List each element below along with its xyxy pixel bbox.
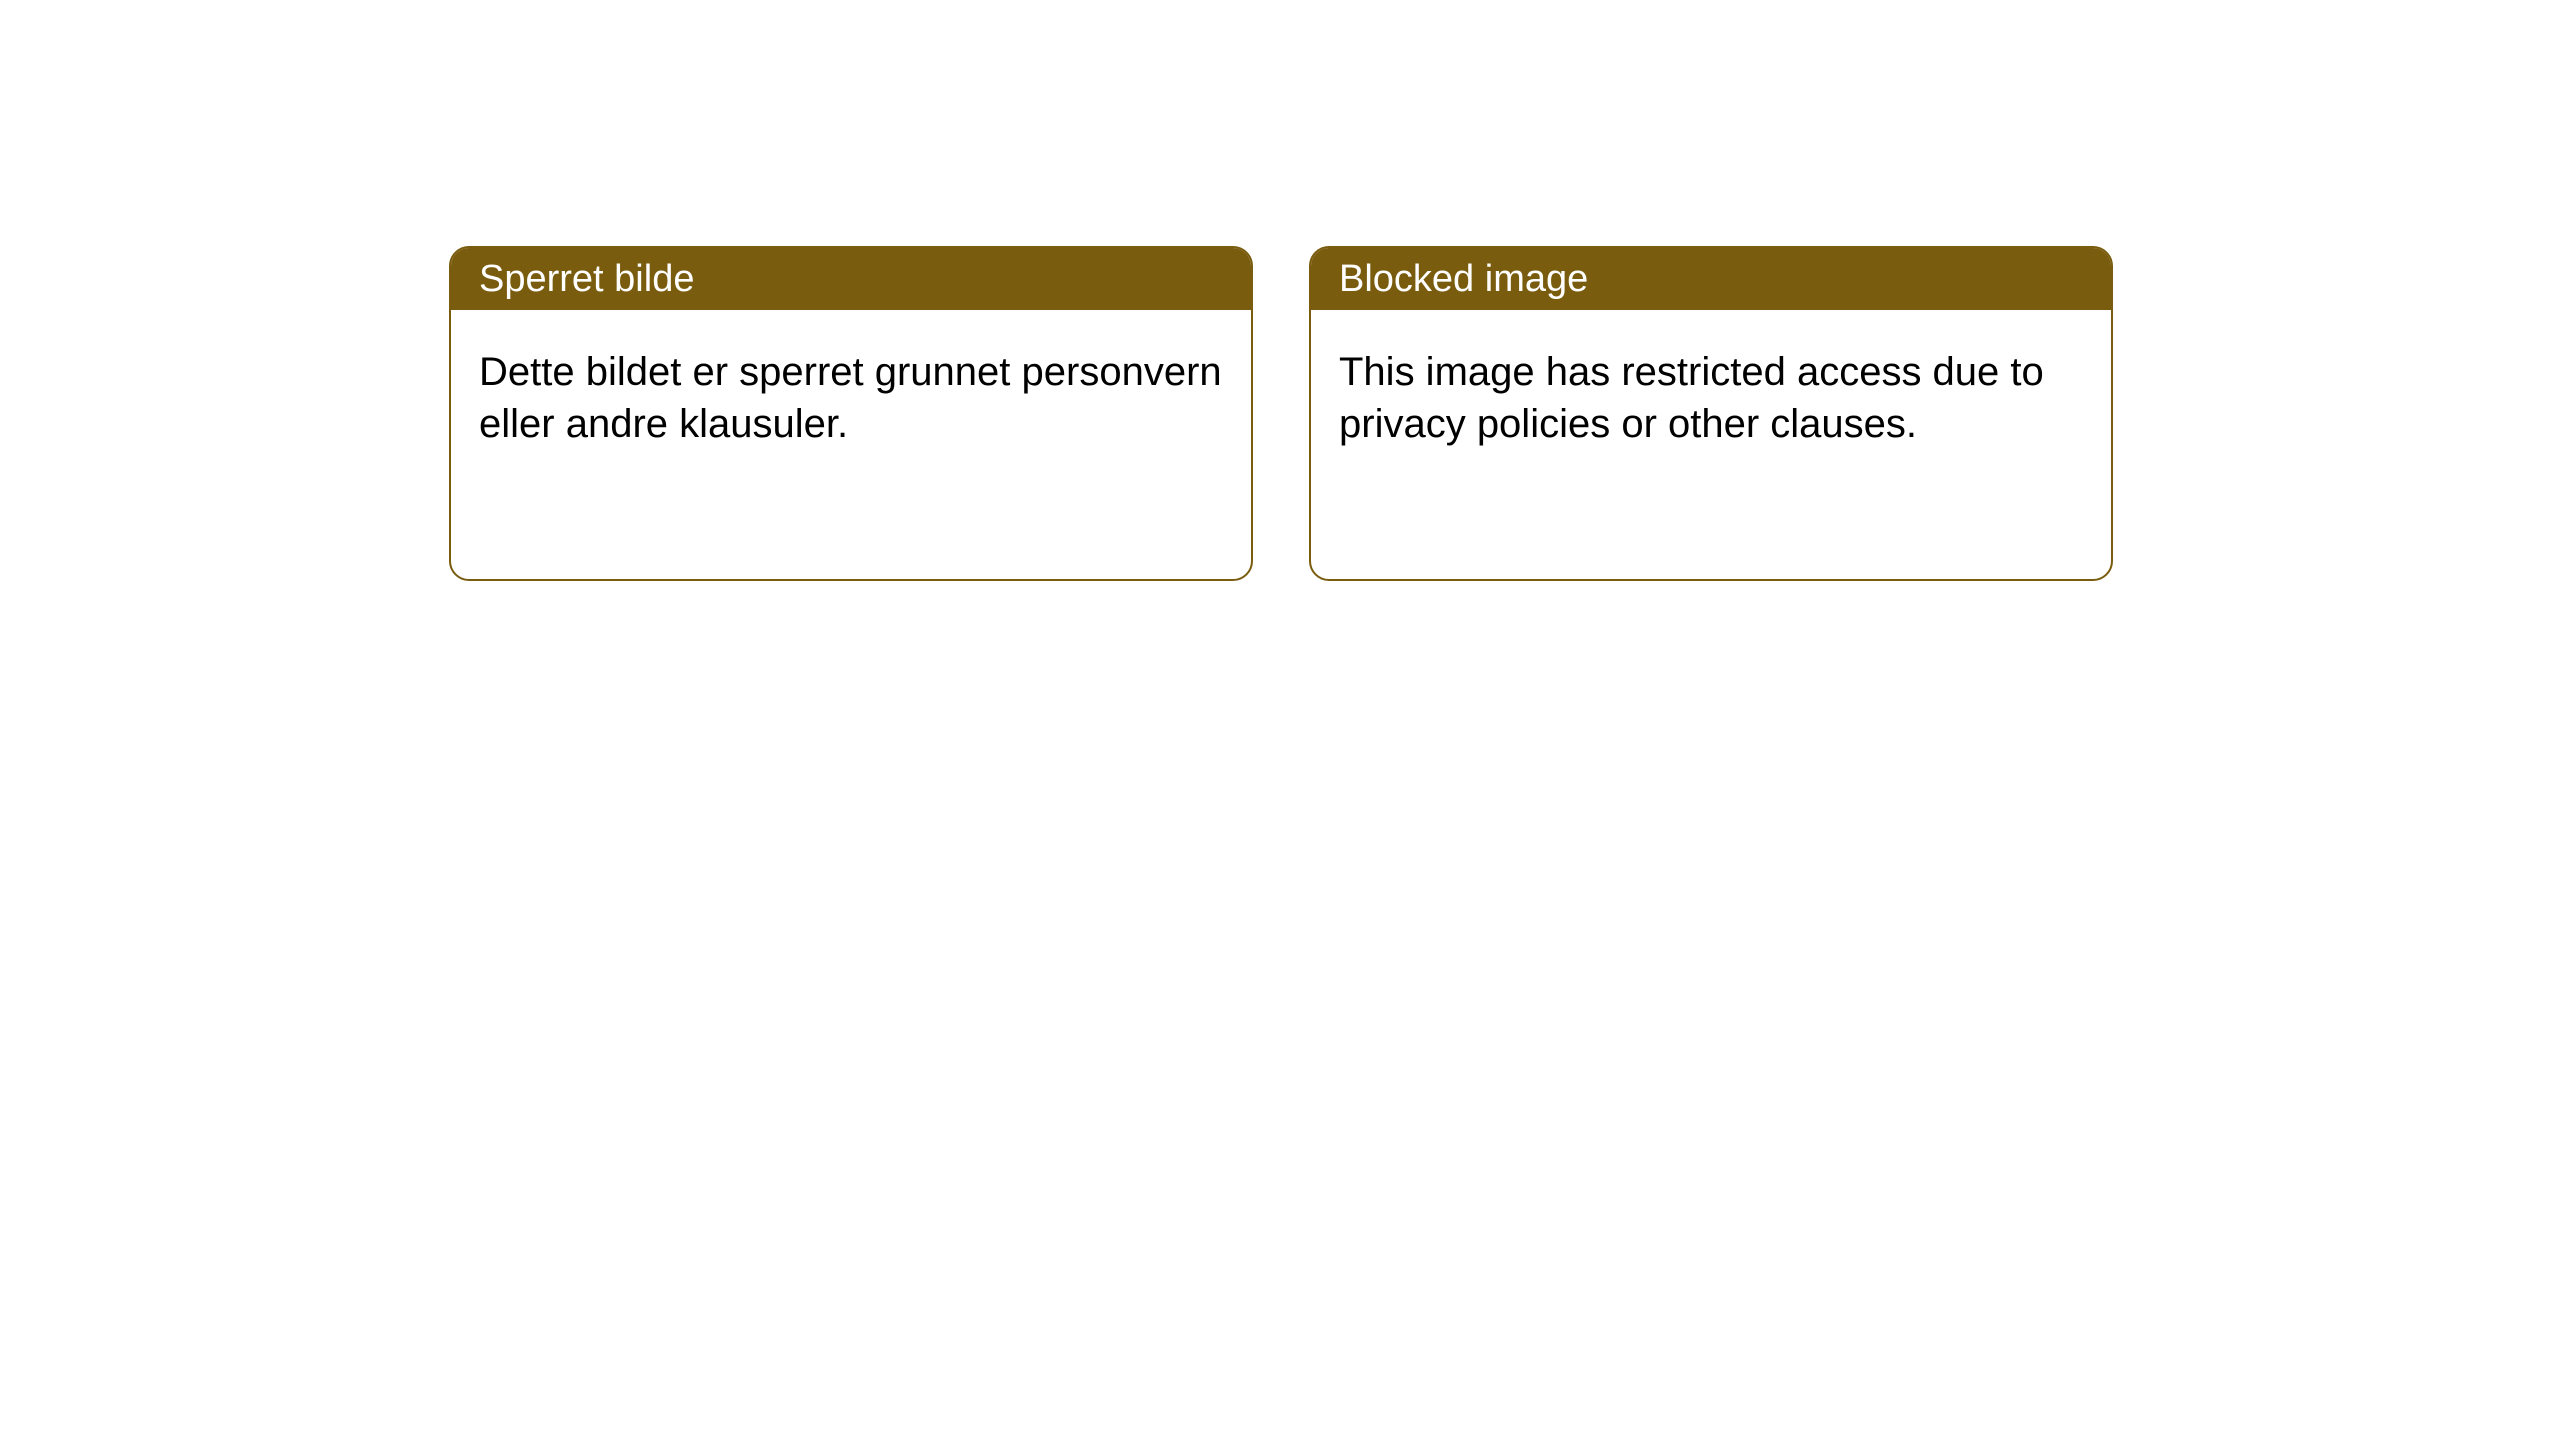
notice-title-english: Blocked image bbox=[1311, 248, 2111, 310]
notice-title-norwegian: Sperret bilde bbox=[451, 248, 1251, 310]
notice-body-english: This image has restricted access due to … bbox=[1311, 310, 2111, 486]
notice-body-norwegian: Dette bildet er sperret grunnet personve… bbox=[451, 310, 1251, 486]
notice-card-english: Blocked image This image has restricted … bbox=[1309, 246, 2113, 581]
notice-container: Sperret bilde Dette bildet er sperret gr… bbox=[0, 0, 2560, 581]
notice-card-norwegian: Sperret bilde Dette bildet er sperret gr… bbox=[449, 246, 1253, 581]
